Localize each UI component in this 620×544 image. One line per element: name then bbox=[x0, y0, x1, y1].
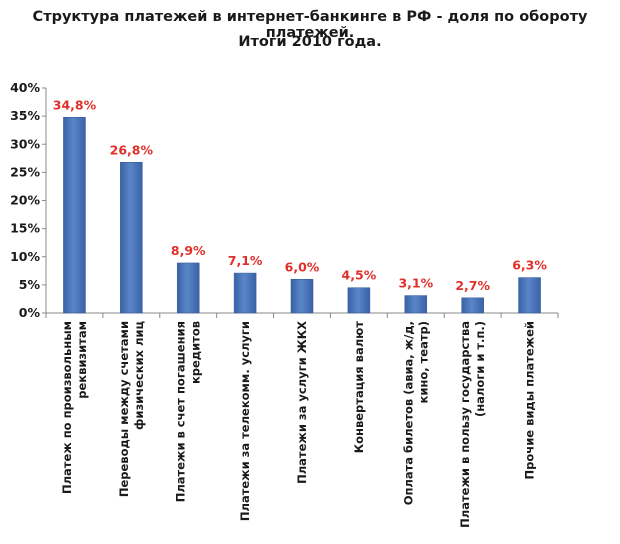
y-tick-label: 25% bbox=[10, 164, 40, 179]
data-label: 7,1% bbox=[228, 253, 263, 268]
data-label: 34,8% bbox=[53, 97, 97, 112]
category-label: (налоги и т.п.) bbox=[473, 321, 487, 417]
category-labels: Платеж по произвольным реквизитам Переводы… bbox=[60, 321, 537, 528]
category-label: кино, театр) bbox=[416, 321, 430, 403]
bar bbox=[404, 295, 428, 314]
category-label: Платеж по произвольным bbox=[60, 321, 74, 494]
bar bbox=[176, 262, 200, 314]
y-axis-ticks: 0% 5% 10% 15% 20% 25% 30% 35% 40% bbox=[10, 80, 46, 320]
y-tick-label: 20% bbox=[10, 193, 40, 208]
category-label: Платежи за телекомм. услуги bbox=[238, 321, 252, 521]
category-label: реквизитам bbox=[75, 321, 89, 399]
category-label: Конвертация валют bbox=[352, 321, 366, 454]
y-tick-label: 0% bbox=[19, 305, 41, 320]
category-label: кредитов bbox=[189, 321, 203, 384]
chart-title-line-2: Итоги 2010 года. bbox=[238, 34, 382, 50]
category-label: Оплата билетов (авиа, ж/д, bbox=[401, 321, 415, 505]
y-tick-label: 40% bbox=[10, 80, 40, 95]
bar bbox=[120, 162, 143, 314]
bar bbox=[63, 117, 86, 314]
data-label: 2,7% bbox=[455, 278, 490, 293]
category-label: Платежи в счет погашения bbox=[174, 321, 188, 502]
category-label: физических лиц bbox=[132, 321, 146, 430]
y-tick-label: 35% bbox=[10, 108, 40, 123]
bar bbox=[290, 279, 314, 314]
category-label: Переводы между счетами bbox=[117, 321, 131, 497]
data-label: 3,1% bbox=[398, 276, 433, 291]
bar bbox=[518, 277, 541, 314]
data-label: 6,3% bbox=[512, 258, 547, 273]
category-label: Платежи в пользу государства bbox=[458, 321, 472, 528]
chart-title-line-1: Структура платежей в интернет-банкинге в… bbox=[32, 9, 588, 41]
bar bbox=[233, 272, 257, 314]
bar bbox=[347, 287, 371, 314]
data-label: 8,9% bbox=[171, 243, 206, 258]
y-tick-label: 15% bbox=[10, 221, 40, 236]
y-tick-label: 5% bbox=[19, 277, 41, 292]
y-tick-label: 10% bbox=[10, 249, 40, 264]
category-label: Платежи за услуги ЖКХ bbox=[295, 321, 309, 484]
data-label: 4,5% bbox=[342, 268, 377, 283]
bar bbox=[461, 297, 484, 314]
data-labels: 34,8% 26,8% 8,9% 7,1% 6,0% 4,5% 3,1% 2,7% 6,3% bbox=[53, 97, 548, 293]
data-label: 26,8% bbox=[110, 142, 154, 157]
category-label: Прочие виды платежей bbox=[523, 321, 537, 479]
x-axis-ticks bbox=[45, 313, 559, 318]
data-label: 6,0% bbox=[285, 259, 320, 274]
bars bbox=[63, 117, 541, 314]
y-tick-label: 30% bbox=[10, 136, 40, 151]
